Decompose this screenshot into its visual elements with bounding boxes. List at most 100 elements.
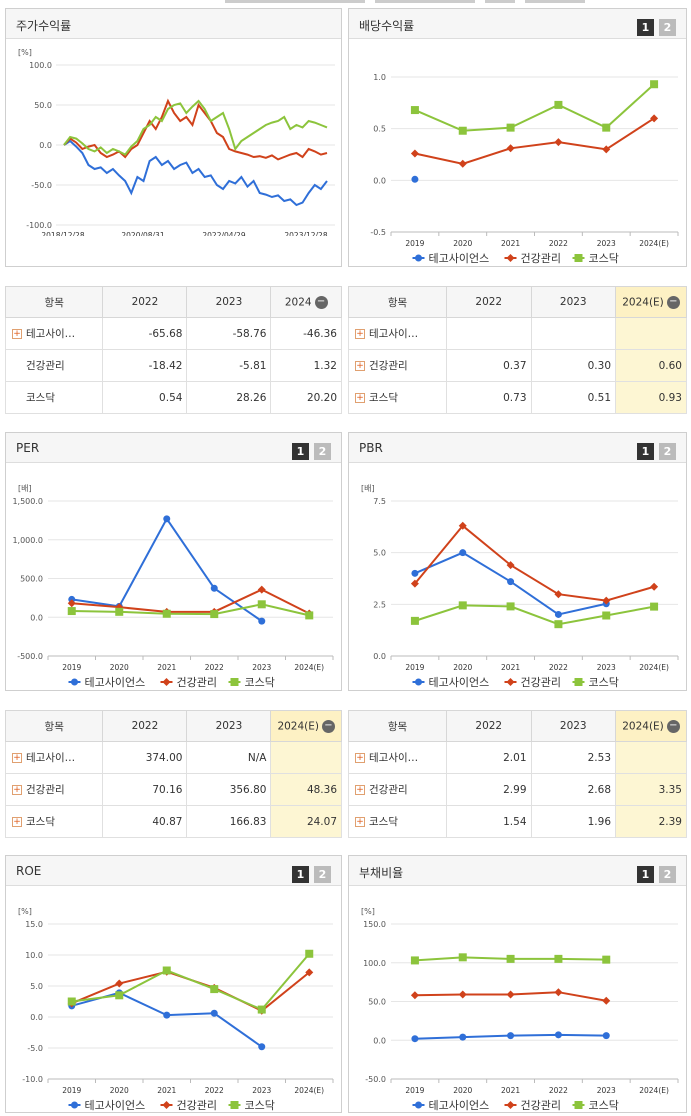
table-header-cell: 항목 bbox=[4, 286, 104, 318]
y-tick-label: 100.0 bbox=[29, 61, 52, 70]
collapse-icon[interactable]: − bbox=[666, 719, 680, 733]
data-point bbox=[506, 990, 515, 999]
x-tick-label: 2024(E) bbox=[294, 1086, 324, 1095]
tab-1-button[interactable]: 1 bbox=[637, 443, 654, 460]
data-point bbox=[650, 582, 659, 591]
x-tick-label: 2020 bbox=[453, 663, 472, 672]
table-cell: 0.37 bbox=[446, 349, 532, 382]
tab-1-button[interactable]: 1 bbox=[637, 866, 654, 883]
y-tick-label: -0.5 bbox=[370, 228, 386, 237]
data-point bbox=[210, 1009, 218, 1017]
x-tick-label: 2023 bbox=[252, 663, 271, 672]
data-point bbox=[554, 138, 563, 147]
x-tick-label: 2023/12/28 bbox=[284, 231, 327, 236]
expand-plus-icon[interactable]: + bbox=[355, 817, 365, 827]
tab-1-button[interactable]: 1 bbox=[292, 866, 309, 883]
x-tick-label: 2023 bbox=[597, 239, 616, 248]
collapse-icon[interactable]: − bbox=[314, 295, 328, 309]
collapse-icon[interactable]: − bbox=[666, 295, 680, 309]
tab-2-button[interactable]: 2 bbox=[659, 866, 676, 883]
x-tick-label: 2024(E) bbox=[639, 663, 669, 672]
data-point bbox=[230, 678, 239, 686]
table-cell: 0.60 bbox=[615, 349, 687, 382]
expand-plus-icon[interactable]: + bbox=[355, 753, 365, 763]
row-label: 테고사이… bbox=[369, 328, 419, 340]
table-header-cell: 항목 bbox=[347, 286, 448, 318]
table-header-cell: 2024(E) − bbox=[270, 710, 342, 742]
row-label: 건강관리 bbox=[26, 784, 65, 796]
per-chart: [배] 1,500.0 1,000.0 500.0 0.0 -500.0 2019 2020 2… bbox=[12, 484, 334, 689]
data-point bbox=[554, 610, 562, 618]
expand-plus-icon[interactable]: + bbox=[12, 817, 22, 827]
header-label: 2023 bbox=[215, 296, 243, 308]
table-cell: 0.51 bbox=[530, 381, 617, 414]
expand-plus-icon[interactable]: + bbox=[355, 361, 365, 371]
table-cell: -58.76 bbox=[186, 317, 272, 350]
x-tick-label: 2023 bbox=[597, 1086, 616, 1095]
x-tick-label: 2022 bbox=[549, 663, 568, 672]
table-cell: 2.53 bbox=[530, 741, 617, 774]
legend-label: 코스닥 bbox=[245, 676, 275, 689]
tab-1-button[interactable]: 1 bbox=[292, 443, 309, 460]
dividend-chart: 1.0 0.5 0.0 -0.5 2019 2020 2021 2022 2023 2024(E)… bbox=[370, 73, 679, 265]
data-point bbox=[415, 678, 422, 686]
expand-plus-icon[interactable]: + bbox=[12, 753, 22, 763]
data-point bbox=[602, 996, 611, 1005]
data-point bbox=[230, 1101, 239, 1109]
y-tick-label: 0.0 bbox=[30, 613, 43, 622]
data-point bbox=[506, 561, 515, 570]
header-label: 항목 bbox=[387, 296, 408, 309]
collapse-icon[interactable]: − bbox=[322, 719, 335, 733]
x-tick-label: 2024(E) bbox=[294, 663, 324, 672]
data-point bbox=[305, 968, 314, 977]
unit-label: [%] bbox=[18, 907, 32, 916]
data-point bbox=[574, 678, 583, 686]
data-point bbox=[506, 1101, 515, 1109]
expand-plus-icon[interactable]: + bbox=[12, 329, 22, 339]
header-label: 2024(E) bbox=[277, 720, 319, 732]
series-line bbox=[414, 604, 655, 626]
data-point bbox=[459, 549, 467, 557]
row-label: 건강관리 bbox=[26, 360, 65, 372]
x-tick-label: 2024(E) bbox=[639, 239, 669, 248]
legend-label: 건강관리 bbox=[177, 1099, 217, 1112]
y-tick-label: -10.0 bbox=[22, 1075, 43, 1084]
row-name: + 건강관리 bbox=[347, 773, 448, 806]
series-line bbox=[71, 603, 310, 617]
table-header-cell: 2022 bbox=[446, 710, 532, 742]
table-header-cell: 2022 bbox=[446, 286, 532, 318]
data-point bbox=[410, 616, 419, 625]
expand-plus-icon[interactable]: + bbox=[355, 785, 365, 795]
expand-plus-icon[interactable]: + bbox=[355, 393, 365, 403]
data-point bbox=[554, 590, 563, 599]
y-tick-label: 0.5 bbox=[373, 125, 386, 134]
data-point bbox=[411, 1035, 419, 1043]
x-tick-label: 2019 bbox=[405, 1086, 424, 1095]
tab-2-button[interactable]: 2 bbox=[659, 19, 676, 36]
tab-1-button[interactable]: 1 bbox=[637, 19, 654, 36]
header-label: 2023 bbox=[215, 720, 243, 732]
table-row: + 코스닥 0.73 0.51 0.93 bbox=[347, 381, 687, 414]
expand-plus-icon[interactable]: + bbox=[355, 329, 365, 339]
data-point bbox=[163, 1011, 171, 1019]
data-point bbox=[210, 610, 219, 619]
tab-2-button[interactable]: 2 bbox=[659, 443, 676, 460]
x-tick-label: 2019 bbox=[405, 239, 424, 248]
series-line bbox=[414, 524, 655, 602]
y-tick-label: -5.0 bbox=[27, 1044, 43, 1053]
header-label: 항목 bbox=[387, 720, 408, 733]
table-cell: 2.39 bbox=[615, 805, 687, 838]
data-point bbox=[410, 106, 419, 115]
data-point bbox=[115, 979, 124, 988]
table-cell: 2.68 bbox=[530, 773, 617, 806]
tab-2-button[interactable]: 2 bbox=[314, 443, 331, 460]
y-tick-label: -500.0 bbox=[17, 652, 43, 661]
table-row: + 건강관리 70.16 356.80 48.36 bbox=[4, 773, 342, 806]
data-point bbox=[257, 1005, 266, 1014]
data-point bbox=[458, 990, 467, 999]
table-cell bbox=[270, 741, 342, 774]
data-point bbox=[115, 991, 124, 1000]
tab-2-button[interactable]: 2 bbox=[314, 866, 331, 883]
expand-plus-icon[interactable]: + bbox=[12, 785, 22, 795]
